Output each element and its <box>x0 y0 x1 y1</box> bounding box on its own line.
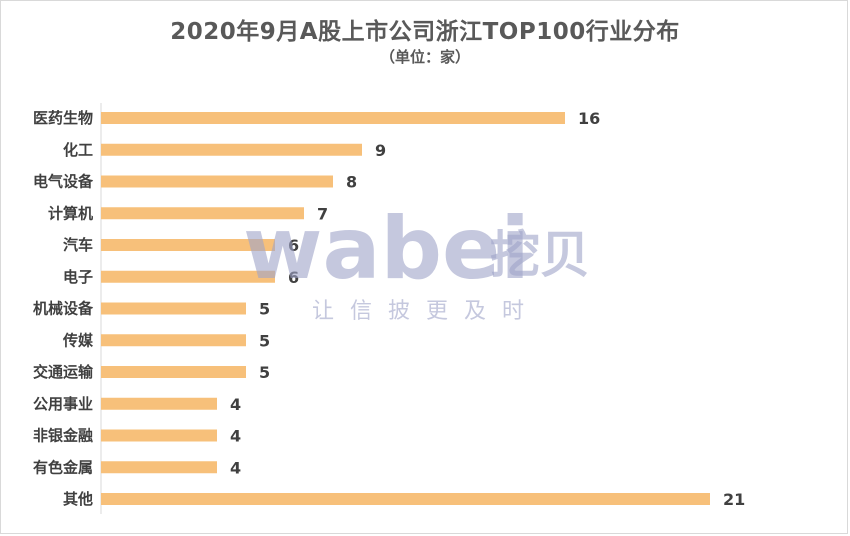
bar-7 <box>101 302 246 315</box>
bar-2 <box>101 143 362 156</box>
bar-3 <box>101 175 333 188</box>
bar-9 <box>101 366 246 378</box>
bar-12 <box>101 461 217 474</box>
category-label: 交通运输 <box>33 363 94 381</box>
category-label: 电子 <box>63 268 93 286</box>
bar-11 <box>101 429 217 442</box>
category-label: 电气设备 <box>33 173 94 191</box>
bar-5 <box>101 239 275 251</box>
value-label: 6 <box>288 268 299 287</box>
value-label: 4 <box>230 427 241 446</box>
value-label: 4 <box>230 458 241 477</box>
category-label: 汽车 <box>63 236 93 254</box>
category-label: 非银金融 <box>33 427 93 445</box>
category-label: 医药生物 <box>33 109 93 127</box>
watermark-brand: wabei <box>243 199 530 299</box>
watermark-brand-cn: 挖贝 <box>490 226 590 284</box>
value-label: 6 <box>288 236 299 255</box>
value-label: 21 <box>723 490 745 509</box>
bar-4 <box>101 207 304 220</box>
watermark-slogan: 让信披更及时 <box>312 299 540 324</box>
watermark: wabei 挖贝 让信披更及时 <box>243 199 590 324</box>
value-label: 9 <box>375 141 386 160</box>
chart-subtitle: （单位：家） <box>379 48 470 66</box>
category-label: 其他 <box>63 490 93 508</box>
bars-group <box>101 112 710 505</box>
category-label: 传媒 <box>62 331 94 349</box>
bar-10 <box>101 397 217 410</box>
category-label: 公用事业 <box>33 395 93 413</box>
category-labels-group: 医药生物化工电气设备计算机汽车电子机械设备传媒交通运输公用事业非银金融有色金属其… <box>33 109 94 508</box>
value-label: 4 <box>230 395 241 414</box>
bar-13 <box>101 493 710 505</box>
bar-1 <box>101 112 565 124</box>
bar-8 <box>101 334 246 347</box>
chart-title: 2020年9月A股上市公司浙江TOP100行业分布 <box>170 19 680 45</box>
value-label: 7 <box>317 204 328 223</box>
value-label: 8 <box>346 173 357 192</box>
value-label: 5 <box>259 331 270 350</box>
value-label: 5 <box>259 363 270 382</box>
category-label: 计算机 <box>48 204 93 222</box>
category-label: 化工 <box>63 141 93 159</box>
bar-6 <box>101 270 275 283</box>
value-label: 16 <box>578 109 600 128</box>
value-label: 5 <box>259 300 270 319</box>
category-label: 机械设备 <box>33 300 94 318</box>
category-label: 有色金属 <box>33 458 93 476</box>
